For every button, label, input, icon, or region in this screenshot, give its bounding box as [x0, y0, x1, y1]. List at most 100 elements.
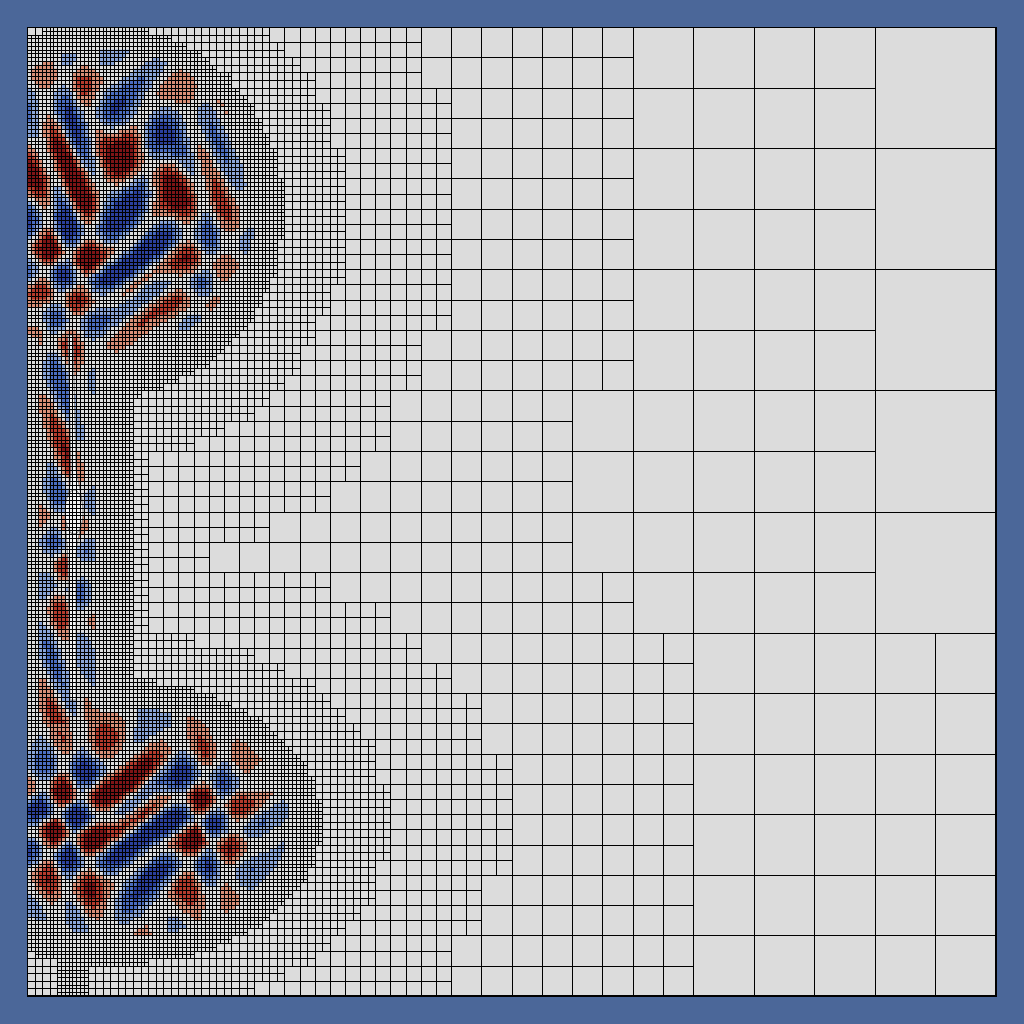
field-cell: [178, 227, 183, 232]
field-cell: [45, 257, 51, 263]
field-cell: [87, 185, 92, 191]
field-cell: [159, 68, 164, 74]
field-cell: [227, 197, 232, 202]
field-cell: [30, 291, 36, 297]
field-cell: [61, 151, 66, 157]
field-cell: [68, 208, 74, 214]
field-cell: [102, 231, 108, 236]
field-cell: [79, 231, 85, 236]
field-cell: [76, 163, 81, 168]
field-cell: [140, 265, 145, 270]
field-cell: [170, 238, 176, 244]
field-cell: [106, 102, 111, 108]
field-cell: [170, 91, 176, 96]
field-cell: [212, 178, 217, 183]
field-cell: [98, 220, 104, 225]
field-cell: [144, 254, 149, 259]
field-cell: [79, 189, 85, 195]
field-cell: [193, 204, 198, 210]
field-cell: [129, 182, 134, 187]
field-cell: [117, 254, 123, 259]
field-cell: [27, 155, 32, 161]
field-cell: [197, 254, 202, 259]
field-cell: [178, 148, 183, 153]
field-cell: [61, 144, 66, 149]
field-cell: [61, 261, 66, 267]
field-cell: [129, 208, 134, 214]
field-cell: [72, 121, 77, 127]
field-cell: [61, 216, 66, 221]
field-cell: [114, 148, 119, 153]
field-cell: [132, 246, 138, 251]
field-cell: [45, 284, 51, 289]
field-cell: [83, 246, 89, 251]
field-cell: [72, 337, 77, 342]
field-cell: [114, 159, 119, 164]
field-cell: [64, 151, 70, 157]
field-cell: [87, 72, 92, 77]
field-cell: [227, 254, 232, 259]
field-cell: [49, 261, 55, 267]
field-cell: [136, 83, 142, 89]
field-cell: [151, 155, 157, 161]
field-cell: [83, 132, 89, 138]
field-cell: [178, 155, 183, 161]
field-cell: [64, 269, 70, 274]
field-cell: [125, 129, 130, 134]
field-cell: [204, 155, 210, 161]
field-cell: [95, 314, 100, 320]
field-cell: [49, 276, 55, 282]
field-cell: [167, 189, 172, 195]
field-cell: [98, 216, 104, 221]
field-cell: [178, 197, 183, 202]
field-cell: [72, 106, 77, 111]
field-cell: [182, 87, 187, 92]
field-cell: [79, 182, 85, 187]
field-cell: [64, 61, 70, 66]
field-cell: [95, 144, 100, 149]
field-cell: [68, 53, 74, 58]
field-cell: [79, 307, 85, 312]
field-cell: [140, 159, 145, 164]
field-cell: [110, 216, 115, 221]
field-cell: [178, 257, 183, 263]
field-cell: [76, 185, 81, 191]
field-cell: [45, 61, 51, 66]
field-cell: [163, 238, 168, 244]
field-cell: [163, 182, 168, 187]
field-cell: [121, 53, 127, 58]
field-cell: [136, 261, 142, 267]
field-cell: [223, 159, 229, 164]
field-cell: [140, 322, 145, 327]
field-cell: [106, 159, 111, 164]
field-cell: [49, 64, 55, 70]
field-cell: [185, 212, 191, 217]
field-cell: [204, 235, 210, 240]
field-cell: [87, 208, 92, 214]
field-cell: [155, 132, 161, 138]
field-cell: [235, 170, 240, 176]
field-cell: [136, 91, 142, 96]
field-cell: [45, 114, 51, 119]
field-cell: [76, 344, 81, 350]
field-cell: [64, 53, 70, 58]
field-cell: [151, 174, 157, 180]
field-cell: [110, 250, 115, 255]
field-cell: [34, 98, 39, 104]
field-cell: [132, 326, 138, 331]
field-cell: [102, 310, 108, 316]
field-cell: [144, 310, 149, 316]
field-cell: [117, 269, 123, 274]
field-cell: [106, 178, 111, 183]
field-cell: [34, 250, 39, 255]
field-cell: [83, 163, 89, 168]
field-cell: [27, 182, 32, 187]
field-cell: [136, 79, 142, 85]
field-cell: [102, 220, 108, 225]
field-cell: [53, 76, 58, 81]
field-cell: [91, 273, 96, 278]
field-cell: [83, 288, 89, 293]
field-cell: [106, 144, 111, 149]
